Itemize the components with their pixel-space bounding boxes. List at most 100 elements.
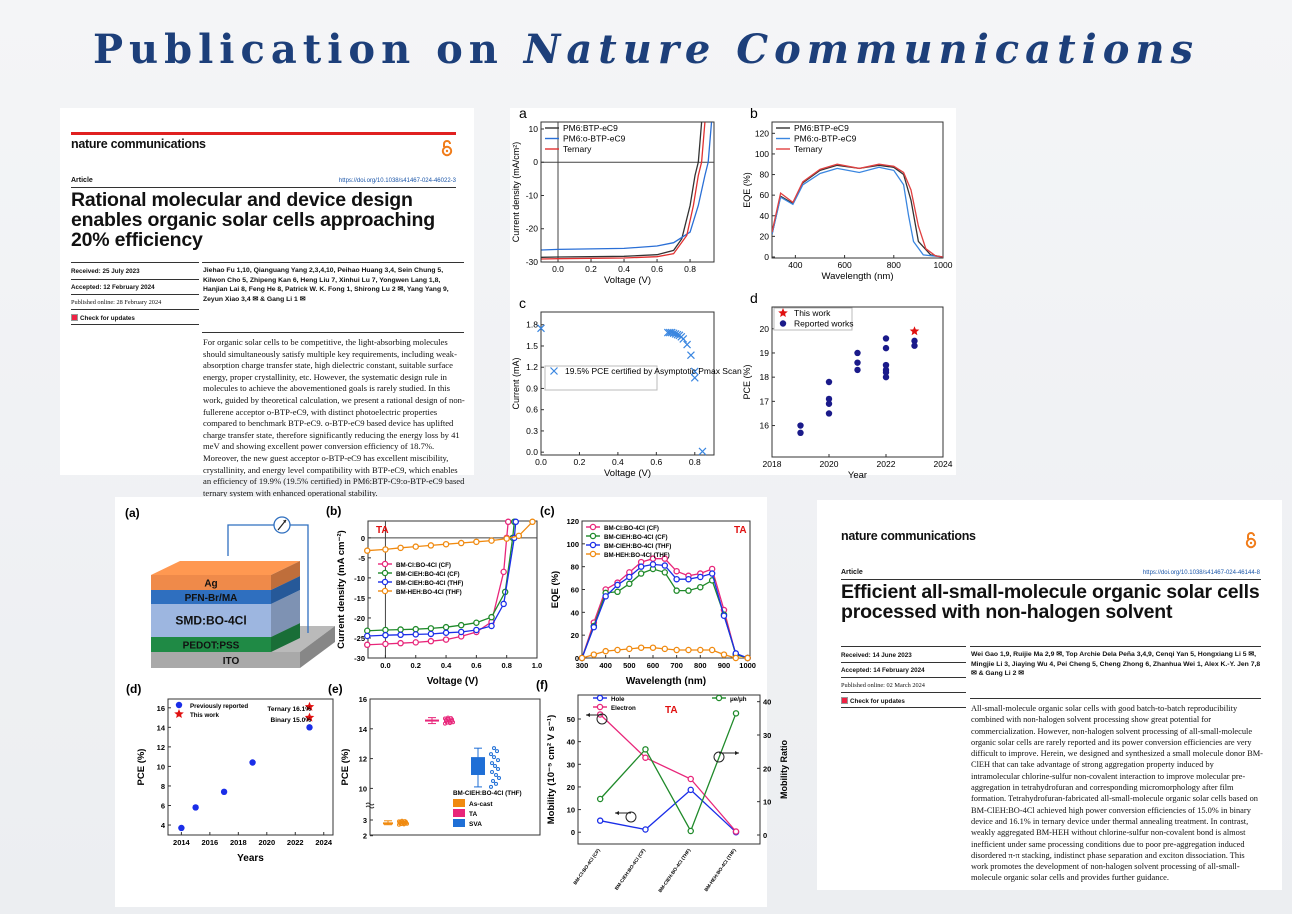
panel-label: (b) — [326, 504, 341, 518]
data-point — [427, 542, 435, 549]
data-point — [500, 568, 507, 576]
legend-item: PM6:o-BTP-eC9 — [776, 134, 857, 144]
data-point — [637, 570, 645, 577]
y-tick-label: 8 — [161, 782, 165, 791]
y-tick-label: 3 — [363, 816, 367, 825]
y-tick-label: 0.0 — [526, 447, 538, 457]
legend-item: PM6:BTP-eC9 — [776, 123, 849, 133]
legend-item: BM-HEH:BO-4Cl (THF) — [586, 550, 670, 559]
data-point — [492, 755, 496, 760]
data-point — [174, 709, 184, 718]
series-line — [599, 714, 737, 832]
legend-box — [544, 365, 658, 391]
legend-label: Hole — [611, 696, 625, 703]
check-updates-button[interactable]: Check for updates — [71, 314, 135, 322]
legend-item: Ternary — [545, 144, 592, 154]
data-point — [178, 824, 185, 832]
y-axis-label: Current density (mA cm⁻²) — [336, 530, 347, 649]
doi-link[interactable]: https://doi.org/10.1038/s41467-024-46144… — [1142, 570, 1260, 576]
y-tick-label: 16 — [157, 704, 165, 713]
doi-link[interactable]: https://doi.org/10.1038/s41467-024-46022… — [338, 178, 456, 184]
box — [425, 719, 439, 722]
paper1-card: nature communications Article https://do… — [60, 108, 474, 498]
check-updates-button[interactable]: Check for updates — [841, 697, 905, 705]
legend-label: μe/μh — [730, 696, 747, 703]
panel-label: (d) — [126, 682, 141, 696]
data-point — [673, 646, 680, 654]
y-axis-label: PCE (%) — [340, 749, 351, 786]
data-point — [504, 518, 512, 526]
x-tick-label: 0.8 — [684, 264, 696, 274]
data-point — [175, 701, 183, 709]
divider — [202, 262, 464, 263]
data-point — [444, 719, 448, 724]
legend-label: This work — [794, 308, 831, 318]
data-point — [515, 532, 523, 540]
condition-label: TA — [665, 705, 678, 716]
legend-item: BM-Cl:BO-4Cl (CF) — [586, 523, 659, 532]
legend-item: SVA — [453, 819, 482, 828]
series-reported-works — [797, 335, 918, 437]
data-point — [448, 721, 452, 726]
x-tick-label: 0.0 — [535, 457, 547, 467]
divider — [202, 332, 464, 333]
data-point — [488, 537, 495, 544]
data-point — [637, 563, 645, 570]
series-bm-heh-bo-4cl-thf- — [363, 518, 536, 554]
divider — [841, 692, 966, 693]
series-pm6-btp-ec9 — [772, 164, 943, 258]
check-updates-label: Check for updates — [80, 315, 135, 322]
plot-frame — [540, 311, 715, 456]
legend-label: Reported works — [794, 319, 854, 329]
data-point — [797, 429, 804, 437]
legend-item: BM-Cl:BO-4Cl (CF) — [378, 560, 451, 569]
data-point — [825, 410, 833, 417]
data-point — [402, 822, 406, 827]
meter-icon — [273, 516, 291, 534]
divider — [841, 677, 966, 678]
x-tick-label: 2022 — [877, 459, 896, 469]
chart-bb: (b) 0.0 0.2 0.4 0.6 0.8 1.0 -30 -25 -20 -15 -10 -5 0 V… — [326, 504, 542, 687]
series-bm-cleh-bo-4cl-thf- — [363, 518, 520, 640]
data-point — [497, 775, 501, 780]
data-point — [589, 532, 597, 540]
y-tick-label: 10 — [359, 784, 367, 793]
data-point — [489, 752, 493, 757]
y2-tick-label: 40 — [763, 698, 771, 707]
figure1-card — [510, 108, 956, 475]
data-point — [382, 631, 389, 639]
y-tick-label: 0 — [571, 828, 575, 837]
condition-label: TA — [734, 525, 747, 536]
data-point — [596, 703, 604, 711]
y-tick-label: 4 — [161, 821, 166, 830]
data-point — [503, 535, 510, 542]
published-date: Published online: 02 March 2024 — [841, 682, 925, 689]
plot-frame — [367, 520, 538, 659]
legend-label: Previously reported — [190, 703, 248, 710]
y-tick-label: 120 — [755, 128, 769, 138]
data-point — [381, 560, 389, 568]
category-label: BM-HEH:BO-4Cl (THF) — [704, 847, 738, 892]
data-point — [715, 694, 723, 702]
title-prefix: Publication on — [92, 26, 524, 73]
data-point — [457, 621, 465, 629]
y2-tick-label: 30 — [763, 731, 771, 740]
legend-label: Ternary — [563, 144, 592, 154]
y-tick-label: 10 — [567, 806, 575, 815]
y-axis-label: PCE (%) — [136, 749, 147, 786]
y-tick-label: -10 — [526, 190, 539, 200]
axis-arrow-icon — [586, 713, 608, 725]
y-tick-label: 0.6 — [526, 405, 538, 415]
data-point — [473, 626, 480, 634]
data-point — [697, 646, 704, 654]
x-tick-label: 0.2 — [585, 264, 597, 274]
paper2-card: nature communications Article https://do… — [817, 500, 1282, 890]
data-point — [909, 326, 920, 336]
annotation: Ternary 16.1% — [267, 706, 311, 713]
series-bm-heh-bo-4cl-thf- — [578, 644, 751, 662]
circuit-wire — [227, 524, 309, 633]
chart-tb: b 400 600 800 1000 0 20 40 60 80 100 120 Wavelength … — [742, 105, 953, 282]
data-point — [685, 575, 692, 583]
data-point — [825, 395, 833, 403]
